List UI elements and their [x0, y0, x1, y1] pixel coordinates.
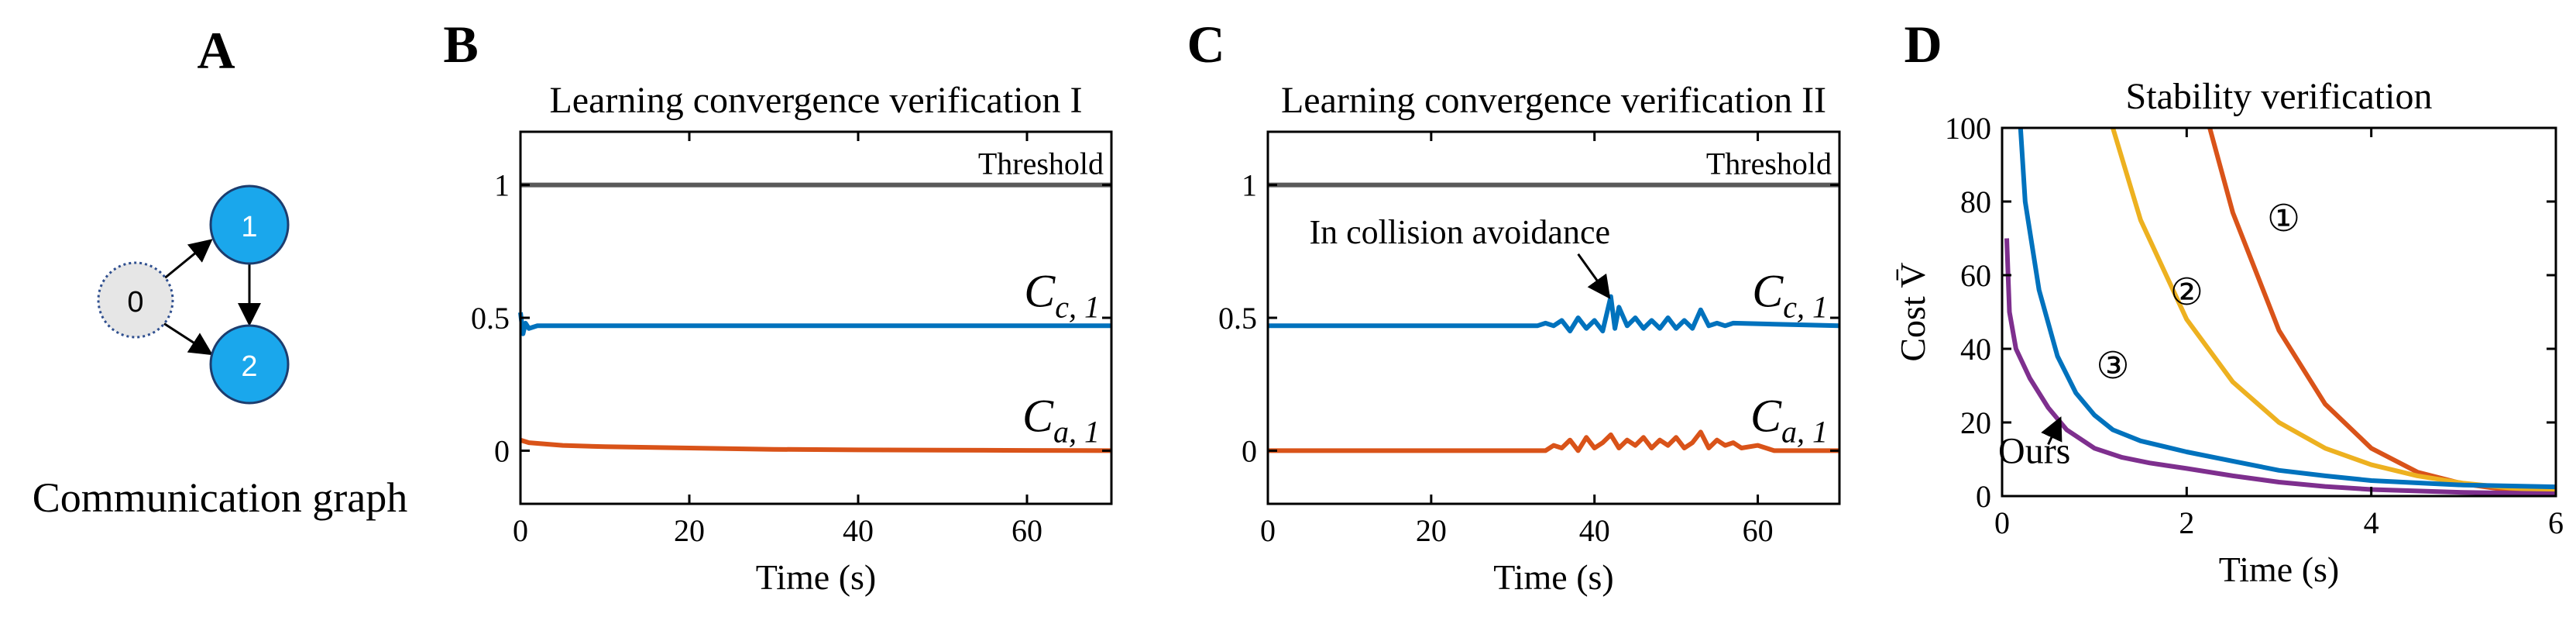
y-tick-label: 80 — [1960, 184, 1991, 219]
series-line-4 — [2004, 238, 2557, 497]
panel-letter-b: B — [443, 15, 478, 74]
chart-b: Learning convergence verification I Thres… — [471, 80, 1113, 597]
series-line-2 — [520, 437, 1112, 453]
graph-node-2 — [209, 324, 290, 405]
series-label-1: Cc, 1 — [1024, 265, 1100, 324]
x-tick-label: 4 — [2364, 505, 2379, 540]
curve-label-1: ① — [2267, 198, 2300, 240]
y-tick-label: 20 — [1960, 405, 1991, 440]
x-tick-label: 0 — [513, 513, 528, 548]
threshold-label: Threshold — [1706, 146, 1832, 181]
x-tick-label: 20 — [1416, 513, 1447, 548]
y-tick-label: 0 — [494, 433, 510, 468]
series-line-2 — [1268, 429, 1839, 453]
series-label-2: Ca, 1 — [1750, 390, 1828, 449]
panel-a: A 0 1 2 Communication graph — [33, 21, 407, 521]
x-axis-label: Time (s) — [2219, 550, 2340, 589]
series-line-3 — [2018, 127, 2557, 490]
series-label-1: Cc, 1 — [1752, 265, 1828, 324]
x-axis-label: Time (s) — [1493, 557, 1614, 597]
edge-0-to-2 — [158, 319, 214, 356]
edge-0-to-1 — [158, 239, 213, 284]
y-tick-label: 0 — [1242, 433, 1257, 468]
graph-node-0 — [97, 261, 174, 339]
y-tick-label: 60 — [1960, 258, 1991, 293]
y-tick-label: 0 — [1976, 479, 1991, 514]
x-tick-label: 60 — [1012, 513, 1042, 548]
y-tick-label: 40 — [1960, 332, 1991, 367]
panel-letter-d: D — [1904, 15, 1942, 74]
panel-letter-c: C — [1187, 15, 1224, 74]
graph-node-1 — [209, 184, 290, 265]
series-label-2: Ca, 1 — [1022, 390, 1100, 449]
x-tick-label: 40 — [843, 513, 874, 548]
x-tick-label: 60 — [1743, 513, 1774, 548]
graph-node-2-label: 2 — [241, 350, 257, 383]
x-tick-label: 40 — [1579, 513, 1610, 548]
y-tick-label: 1 — [494, 168, 510, 203]
threshold-label: Threshold — [978, 146, 1104, 181]
panel-a-caption: Communication graph — [33, 474, 407, 521]
x-tick-label: 0 — [1260, 513, 1276, 548]
ours-arrow — [2041, 416, 2063, 446]
annotation-label: In collision avoidance — [1309, 213, 1610, 251]
plot-frame — [2001, 126, 2557, 498]
y-axis-label: Cost V̄ — [1893, 262, 1932, 361]
y-tick-label: 1 — [1242, 168, 1257, 203]
x-tick-label: 0 — [1994, 505, 2010, 540]
chart-title: Learning convergence verification I — [549, 80, 1082, 121]
curve-label-2: ② — [2170, 272, 2203, 313]
y-tick-label: 0.5 — [1218, 301, 1257, 336]
y-tick-label: 0.5 — [471, 301, 510, 336]
series-line-1 — [1268, 294, 1840, 334]
series-line-1 — [518, 312, 1111, 336]
chart-title: Learning convergence verification II — [1281, 80, 1826, 121]
chart-title: Stability verification — [2126, 76, 2433, 117]
annotation-arrow — [1577, 253, 1611, 299]
x-tick-label: 2 — [2179, 505, 2194, 540]
series-line-1 — [2207, 127, 2557, 496]
graph-node-0-label: 0 — [127, 286, 143, 319]
graph-node-1-label: 1 — [241, 211, 257, 243]
chart-c: Learning convergence verification II Thre… — [1218, 80, 1841, 597]
x-tick-label: 6 — [2548, 505, 2564, 540]
curve-label-4: Ours — [1998, 430, 2070, 471]
x-tick-label: 20 — [674, 513, 705, 548]
panel-letter-a: A — [197, 21, 235, 80]
curve-label-3: ③ — [2096, 346, 2129, 387]
y-tick-label: 100 — [1945, 111, 1991, 146]
x-axis-label: Time (s) — [756, 557, 877, 597]
